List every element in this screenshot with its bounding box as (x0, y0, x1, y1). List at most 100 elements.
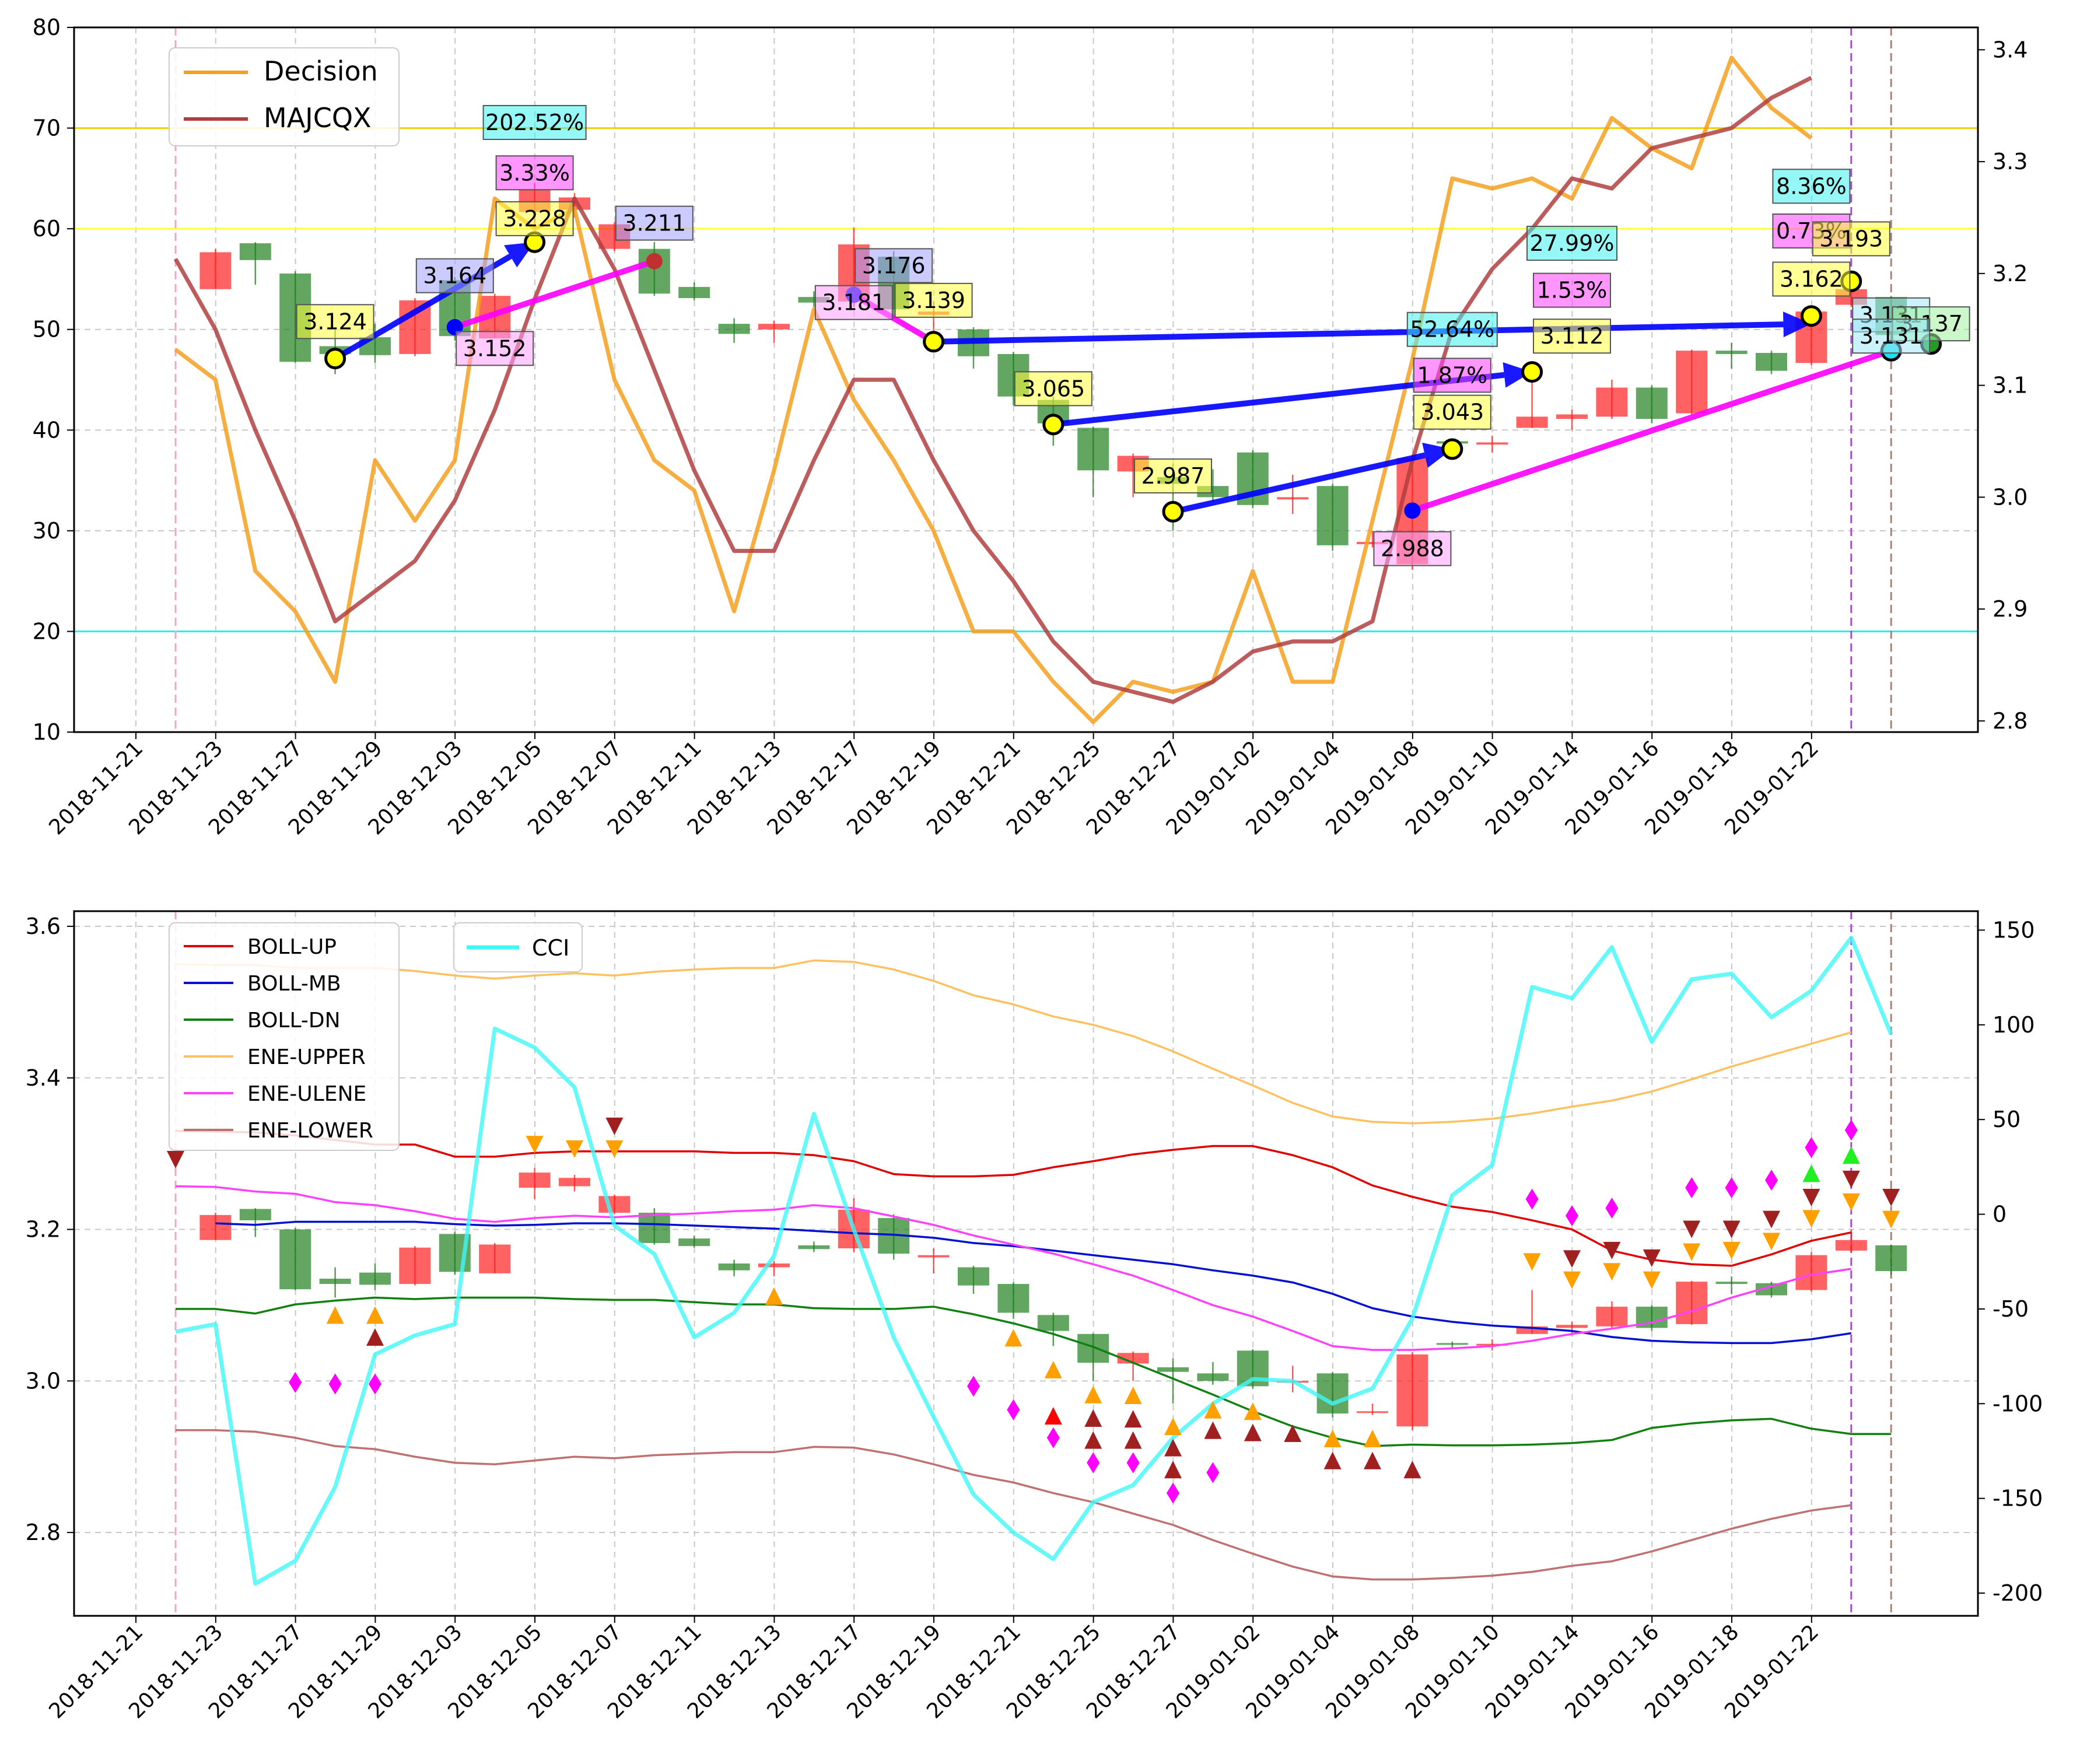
annotation-label: 8.36% (1776, 173, 1847, 199)
annotation-label: 3.228 (503, 206, 566, 232)
signal-marker-tri-up (1364, 1430, 1381, 1448)
candle-body (598, 1196, 631, 1213)
signal-marker-tri-up (1842, 1146, 1860, 1164)
signal-point (1441, 438, 1463, 460)
left-y-tick-label: 20 (33, 618, 61, 644)
signal-arrow-shaft (454, 267, 629, 330)
right-y-tick-label: 0 (1993, 1202, 2007, 1227)
candle-body (1117, 1353, 1149, 1364)
right-y-tick-label: 150 (1993, 917, 2035, 943)
annotation-box (456, 331, 534, 366)
signal-marker-diamond (1126, 1452, 1140, 1474)
annotation-label: 3.043 (1420, 400, 1484, 425)
annotation-label: 3.124 (303, 309, 367, 334)
signal-marker-tri-up (1044, 1407, 1062, 1425)
signal-point (1162, 501, 1184, 523)
signal-marker-tri-up (1403, 1461, 1421, 1479)
annotation-label: 3.33% (499, 160, 570, 186)
candle-body (1556, 1325, 1588, 1328)
signal-marker-tri-down (605, 1140, 624, 1158)
signal-marker-tri-up (1244, 1402, 1262, 1420)
signal-marker-diamond (967, 1376, 980, 1397)
signal-marker-diamond (1685, 1177, 1699, 1199)
candle-body (997, 1284, 1030, 1313)
annotation-label: 3.176 (862, 253, 926, 278)
signal-arrow-shaft (1411, 356, 1866, 514)
signal-marker-tri-up (1124, 1410, 1142, 1428)
candle-body (199, 252, 232, 289)
signal-marker-tri-up (1204, 1401, 1222, 1419)
signal-point (646, 253, 663, 270)
annotation-label: 202.52% (485, 110, 584, 135)
right-y-tick-label: 3.2 (1993, 261, 2028, 286)
candle-body (1756, 1283, 1787, 1296)
bottom-signal-markers (167, 1117, 1900, 1504)
series-ene-upper-line (175, 959, 1852, 1125)
signal-marker-tri-down (566, 1140, 583, 1158)
signal-marker-diamond (328, 1373, 342, 1395)
left-y-tick-label: 30 (33, 518, 61, 544)
signal-point (1042, 414, 1064, 436)
cci-legend: CCI (453, 922, 583, 972)
left-y-tick-label: 3.0 (26, 1368, 61, 1394)
series-decision-line (174, 55, 1813, 724)
signal-marker-diamond (1725, 1177, 1738, 1199)
annotation-box (1413, 358, 1491, 393)
candle-body (1596, 1307, 1628, 1326)
annotation-box (1533, 272, 1611, 308)
legend-label: ENE-UPPER (247, 1045, 366, 1069)
candle-body (1676, 351, 1708, 414)
signal-marker-diamond (1525, 1188, 1539, 1210)
annotation-label: 3.152 (463, 335, 527, 361)
annotation-label: 3.065 (1021, 376, 1085, 401)
right-y-tick-label: 50 (1993, 1107, 2021, 1132)
left-y-tick-label: 10 (33, 719, 61, 745)
legend-majcqx-label: MAJCQX (264, 102, 372, 134)
legend-decision-label: Decision (264, 55, 378, 87)
bottom-indicator-lines (175, 935, 1893, 1586)
signal-marker-tri-up (765, 1287, 783, 1305)
annotation-label: 3.211 (622, 211, 686, 236)
candle-body (1357, 542, 1388, 544)
signal-marker-tri-up (1323, 1451, 1342, 1469)
signal-marker-tri-down (1842, 1193, 1860, 1211)
right-y-tick-label: 3.0 (1993, 484, 2028, 510)
annotation-label: 27.99% (1530, 230, 1615, 256)
signal-marker-tri-up (1284, 1424, 1302, 1442)
signal-marker-diamond (1087, 1452, 1100, 1474)
candle-body (1357, 1411, 1388, 1413)
annotation-box (1772, 169, 1851, 204)
annotation-label: 3.181 (822, 290, 885, 316)
legend-label: ENE-ULENE (247, 1082, 366, 1106)
candle-body (479, 1244, 511, 1273)
signal-point (1404, 502, 1421, 519)
candle-body (1636, 387, 1668, 419)
candle-body (399, 1247, 431, 1284)
series-boll-up-line (175, 1129, 1852, 1267)
candle-body (758, 1264, 790, 1268)
signal-arrow-head (1503, 362, 1532, 388)
candle-body (1316, 486, 1349, 545)
annotation-label: 3.193 (1819, 226, 1883, 251)
left-y-tick-label: 3.4 (26, 1065, 61, 1091)
right-y-tick-label: 3.4 (1993, 37, 2028, 62)
left-y-tick-label: 80 (33, 15, 61, 40)
bottom-plot-frame (73, 910, 1979, 1617)
candle-body (678, 1238, 710, 1247)
legend-cci-label: CCI (532, 935, 569, 961)
candle-body (1197, 1373, 1229, 1381)
signal-marker-tri-up (1323, 1430, 1342, 1448)
signal-marker-tri-down (605, 1117, 624, 1135)
annotation-box (814, 285, 893, 320)
candle-body (718, 1264, 750, 1270)
candle-body (1875, 1245, 1907, 1271)
top-plot-frame (73, 26, 1979, 733)
series-ene-lower-line (176, 1429, 1852, 1581)
annotation-box (495, 155, 574, 191)
left-y-tick-label: 50 (33, 317, 61, 342)
signal-marker-diamond (1805, 1137, 1818, 1158)
annotation-box (1533, 318, 1611, 354)
signal-marker-tri-down (1603, 1263, 1621, 1281)
signal-marker-tri-down (1882, 1188, 1900, 1206)
annotation-box (1772, 261, 1851, 297)
